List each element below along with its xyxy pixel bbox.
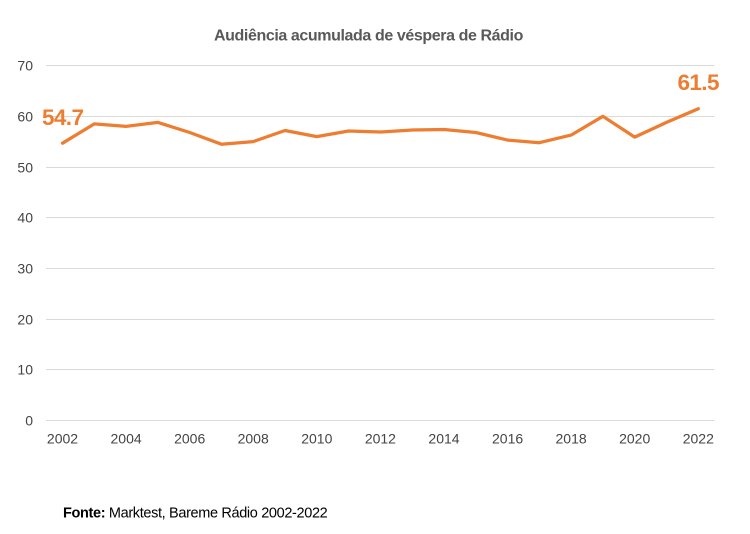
svg-text:40: 40: [17, 210, 33, 226]
svg-text:50: 50: [17, 160, 33, 176]
svg-text:2022: 2022: [683, 431, 714, 447]
svg-text:2014: 2014: [428, 431, 459, 447]
svg-text:0: 0: [25, 413, 33, 429]
svg-text:10: 10: [17, 362, 33, 378]
svg-text:Audiência acumulada de véspera: Audiência acumulada de véspera de Rádio: [214, 27, 524, 44]
svg-text:2002: 2002: [47, 431, 78, 447]
svg-text:2012: 2012: [365, 431, 396, 447]
svg-text:60: 60: [17, 109, 33, 125]
svg-text:2006: 2006: [174, 431, 205, 447]
svg-text:2020: 2020: [619, 431, 650, 447]
svg-text:61.5: 61.5: [677, 70, 718, 95]
svg-text:54.7: 54.7: [42, 105, 83, 130]
svg-text:2008: 2008: [238, 431, 269, 447]
svg-text:20: 20: [17, 312, 33, 328]
svg-text:2010: 2010: [301, 431, 332, 447]
svg-text:2018: 2018: [556, 431, 587, 447]
svg-text:70: 70: [17, 58, 33, 74]
svg-text:2004: 2004: [111, 431, 142, 447]
svg-text:2016: 2016: [492, 431, 523, 447]
svg-text:30: 30: [17, 261, 33, 277]
svg-text:Fonte: Marktest, Bareme Rádio: Fonte: Marktest, Bareme Rádio 2002-2022: [63, 506, 328, 522]
